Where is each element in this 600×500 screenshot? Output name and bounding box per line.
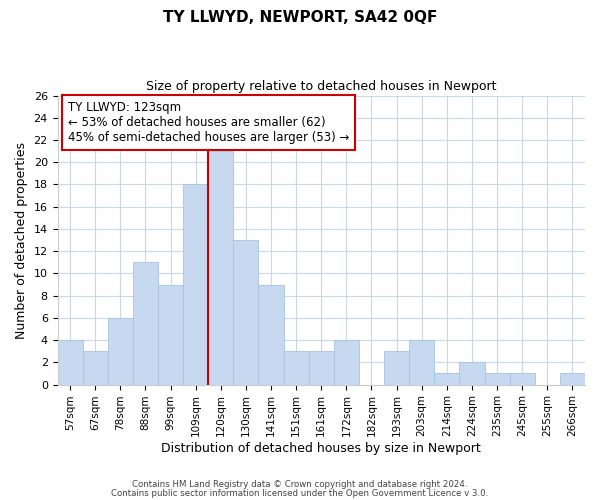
Bar — [434, 374, 460, 384]
Bar — [309, 351, 334, 384]
Bar — [409, 340, 434, 384]
Text: TY LLWYD: 123sqm
← 53% of detached houses are smaller (62)
45% of semi-detached : TY LLWYD: 123sqm ← 53% of detached house… — [68, 102, 349, 144]
Text: TY LLWYD, NEWPORT, SA42 0QF: TY LLWYD, NEWPORT, SA42 0QF — [163, 10, 437, 25]
Text: Contains HM Land Registry data © Crown copyright and database right 2024.: Contains HM Land Registry data © Crown c… — [132, 480, 468, 489]
Bar — [460, 362, 485, 384]
Bar — [58, 340, 83, 384]
Title: Size of property relative to detached houses in Newport: Size of property relative to detached ho… — [146, 80, 497, 93]
Bar — [83, 351, 108, 384]
Bar — [284, 351, 309, 384]
Bar — [133, 262, 158, 384]
Bar — [334, 340, 359, 384]
X-axis label: Distribution of detached houses by size in Newport: Distribution of detached houses by size … — [161, 442, 481, 455]
Bar — [509, 374, 535, 384]
Bar — [384, 351, 409, 384]
Bar — [158, 284, 183, 384]
Bar — [259, 284, 284, 384]
Bar — [233, 240, 259, 384]
Bar — [108, 318, 133, 384]
Text: Contains public sector information licensed under the Open Government Licence v : Contains public sector information licen… — [112, 490, 488, 498]
Bar — [485, 374, 509, 384]
Y-axis label: Number of detached properties: Number of detached properties — [15, 142, 28, 338]
Bar — [560, 374, 585, 384]
Bar — [208, 151, 233, 384]
Bar — [183, 184, 208, 384]
